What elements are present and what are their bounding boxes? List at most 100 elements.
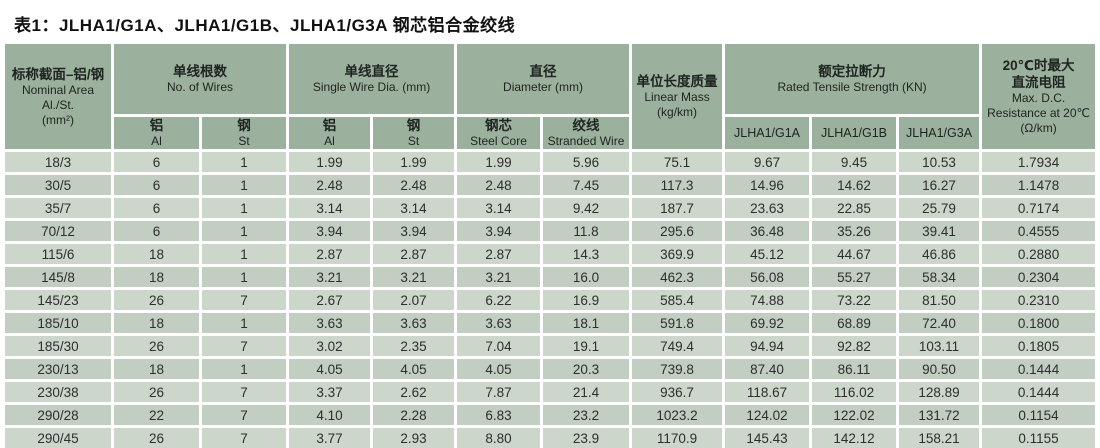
table-cell: 3.14 bbox=[457, 198, 541, 218]
table-cell: 145/23 bbox=[5, 290, 111, 310]
table-cell: 122.02 bbox=[812, 405, 897, 425]
table-cell: 7 bbox=[202, 382, 287, 402]
header-dc-resistance-en3: (Ω/km) bbox=[1020, 121, 1057, 135]
table-cell: 72.40 bbox=[899, 313, 980, 333]
header-nominal-area: 标称截面–铝/钢 Nominal Area Al./St. (mm²) bbox=[5, 44, 111, 149]
header-diameter: 直径 Diameter (mm) bbox=[457, 44, 630, 114]
table-cell: 2.48 bbox=[373, 175, 455, 195]
table-cell: 14.3 bbox=[543, 244, 630, 264]
table-cell: 145/8 bbox=[5, 267, 111, 287]
table-cell: 3.14 bbox=[289, 198, 371, 218]
table-cell: 3.94 bbox=[457, 221, 541, 241]
table-cell: 124.02 bbox=[725, 405, 810, 425]
table-cell: 23.2 bbox=[543, 405, 630, 425]
table-cell: 591.8 bbox=[632, 313, 723, 333]
table-cell: 1 bbox=[202, 267, 287, 287]
table-cell: 3.63 bbox=[457, 313, 541, 333]
table-cell: 7 bbox=[202, 405, 287, 425]
table-cell: 1.99 bbox=[457, 152, 541, 172]
header-tensile-strength: 额定拉断力 Rated Tensile Strength (KN) bbox=[725, 44, 980, 114]
subheader-stranded-wire: 绞线 Stranded Wire bbox=[543, 117, 630, 149]
header-dc-resistance-zh2: 直流电阻 bbox=[1011, 75, 1066, 90]
header-dc-resistance-zh1: 20℃时最大 bbox=[1002, 58, 1075, 73]
table-cell: 19.1 bbox=[543, 336, 630, 356]
table-cell: 4.10 bbox=[289, 405, 371, 425]
header-diameter-en: Diameter (mm) bbox=[503, 80, 584, 94]
table-cell: 6.83 bbox=[457, 405, 541, 425]
table-cell: 187.7 bbox=[632, 198, 723, 218]
table-cell: 7 bbox=[202, 290, 287, 310]
subheader-jlha1-g3a: JLHA1/G3A bbox=[899, 117, 980, 149]
table-cell: 131.72 bbox=[899, 405, 980, 425]
table-cell: 2.87 bbox=[457, 244, 541, 264]
table-cell: 0.1800 bbox=[982, 313, 1096, 333]
table-cell: 749.4 bbox=[632, 336, 723, 356]
table-cell: 1.99 bbox=[373, 152, 455, 172]
table-cell: 22 bbox=[114, 405, 199, 425]
table-cell: 23.9 bbox=[543, 428, 630, 448]
table-cell: 6 bbox=[114, 152, 199, 172]
table-cell: 2.48 bbox=[457, 175, 541, 195]
header-single-wire-dia-zh: 单线直径 bbox=[344, 64, 399, 79]
table-cell: 18 bbox=[114, 313, 199, 333]
header-tensile-strength-en: Rated Tensile Strength (KN) bbox=[777, 80, 927, 94]
table-row: 230/13 18 1 4.05 4.05 4.05 20.3 739.8 87.40 86.11… bbox=[5, 359, 1096, 379]
table-row: 185/30 26 7 3.02 2.35 7.04 19.1 749.4 94.94 92.82… bbox=[5, 336, 1096, 356]
table-cell: 3.63 bbox=[373, 313, 455, 333]
header-dc-resistance-en2: Resistance at 20℃ bbox=[987, 106, 1090, 120]
subheader-jlha1-g1a: JLHA1/G1A bbox=[725, 117, 810, 149]
table-cell: 2.07 bbox=[373, 290, 455, 310]
table-cell: 30/5 bbox=[5, 175, 111, 195]
table-cell: 73.22 bbox=[812, 290, 897, 310]
table-cell: 23.63 bbox=[725, 198, 810, 218]
header-linear-mass-zh: 单位长度质量 bbox=[636, 74, 718, 89]
table-cell: 6.22 bbox=[457, 290, 541, 310]
table-cell: 26 bbox=[114, 290, 199, 310]
table-cell: 44.67 bbox=[812, 244, 897, 264]
table-cell: 26 bbox=[114, 428, 199, 448]
table-cell: 2.67 bbox=[289, 290, 371, 310]
table-cell: 6 bbox=[114, 221, 199, 241]
table-cell: 1 bbox=[202, 359, 287, 379]
table-cell: 5.96 bbox=[543, 152, 630, 172]
subheader-jlha1-g1b: JLHA1/G1B bbox=[812, 117, 897, 149]
table-cell: 3.14 bbox=[373, 198, 455, 218]
header-no-of-wires: 单线根数 No. of Wires bbox=[114, 44, 287, 114]
table-row: 115/6 18 1 2.87 2.87 2.87 14.3 369.9 45.12 44.67 4… bbox=[5, 244, 1096, 264]
table-cell: 16.0 bbox=[543, 267, 630, 287]
table-cell: 18/3 bbox=[5, 152, 111, 172]
table-cell: 0.1444 bbox=[982, 359, 1096, 379]
table-cell: 81.50 bbox=[899, 290, 980, 310]
table-cell: 103.11 bbox=[899, 336, 980, 356]
table-cell: 0.1805 bbox=[982, 336, 1096, 356]
table-cell: 1 bbox=[202, 152, 287, 172]
table-cell: 10.53 bbox=[899, 152, 980, 172]
table-cell: 0.7174 bbox=[982, 198, 1096, 218]
table-cell: 22.85 bbox=[812, 198, 897, 218]
table-cell: 7.87 bbox=[457, 382, 541, 402]
table-cell: 7 bbox=[202, 428, 287, 448]
table-cell: 6 bbox=[114, 175, 199, 195]
table-cell: 70/12 bbox=[5, 221, 111, 241]
table-cell: 230/38 bbox=[5, 382, 111, 402]
table-cell: 0.2310 bbox=[982, 290, 1096, 310]
table-cell: 8.80 bbox=[457, 428, 541, 448]
table-cell: 16.9 bbox=[543, 290, 630, 310]
table-cell: 1 bbox=[202, 221, 287, 241]
table-cell: 1 bbox=[202, 175, 287, 195]
table-cell: 4.05 bbox=[457, 359, 541, 379]
table-cell: 2.93 bbox=[373, 428, 455, 448]
table-cell: 7.04 bbox=[457, 336, 541, 356]
table-cell: 1 bbox=[202, 244, 287, 264]
table-cell: 0.2304 bbox=[982, 267, 1096, 287]
table-cell: 118.67 bbox=[725, 382, 810, 402]
table-cell: 2.35 bbox=[373, 336, 455, 356]
spec-table: 标称截面–铝/钢 Nominal Area Al./St. (mm²) 单线根数… bbox=[2, 41, 1098, 448]
header-nominal-area-en3: (mm²) bbox=[42, 112, 74, 127]
table-cell: 2.62 bbox=[373, 382, 455, 402]
header-no-of-wires-zh: 单线根数 bbox=[173, 64, 227, 79]
table-row: 145/23 26 7 2.67 2.07 6.22 16.9 585.4 74.88 73.22… bbox=[5, 290, 1096, 310]
table-cell: 94.94 bbox=[725, 336, 810, 356]
header-tensile-strength-zh: 额定拉断力 bbox=[818, 64, 886, 79]
table-cell: 185/30 bbox=[5, 336, 111, 356]
